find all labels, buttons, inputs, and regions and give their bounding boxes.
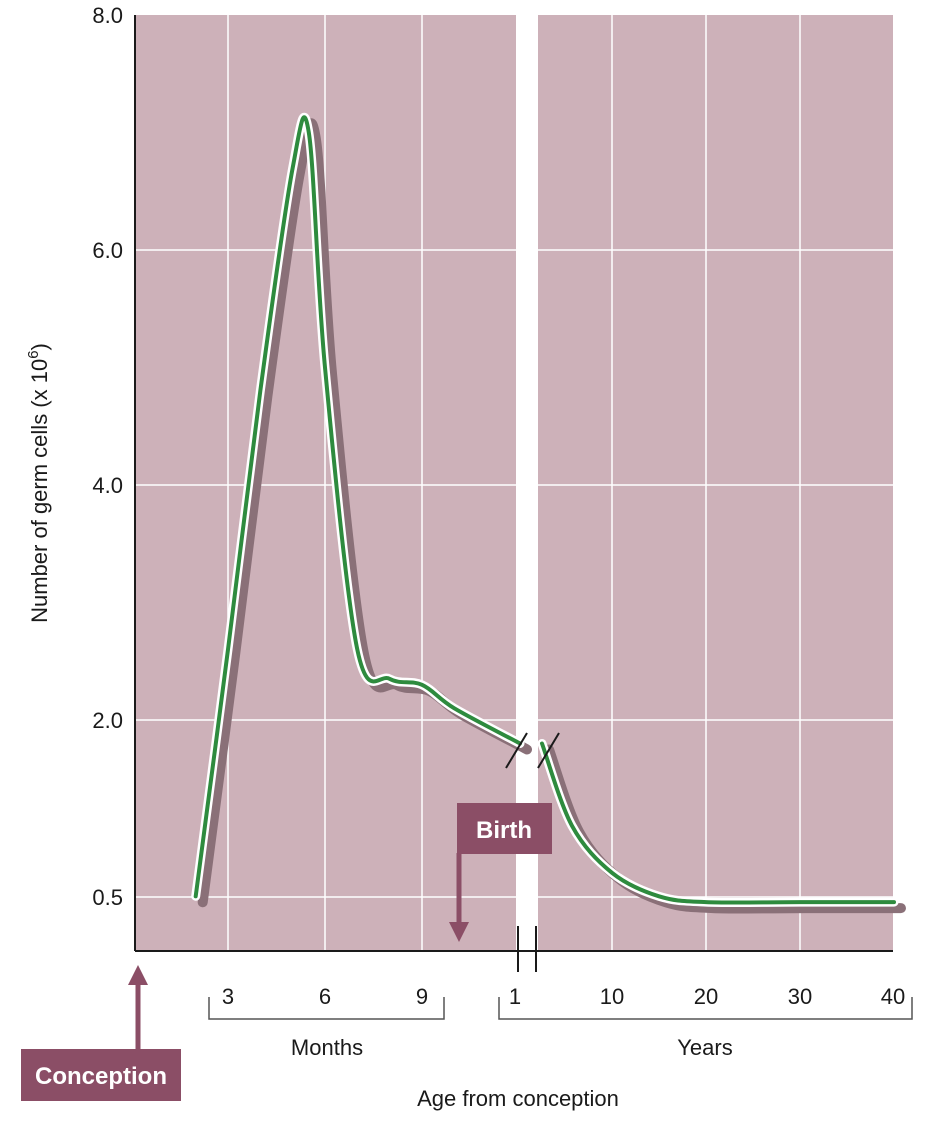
birth-annotation: Birth — [449, 803, 552, 942]
x-tick-label-1y: 1 — [509, 984, 521, 1009]
line-break-slash-left — [505, 732, 528, 769]
x-tick-label-9m: 9 — [416, 984, 428, 1009]
series-line-shadow-months — [197, 118, 532, 908]
series-line-months — [193, 115, 522, 899]
x-tick-label-20y: 20 — [694, 984, 718, 1009]
y-tick-label-4: 4.0 — [92, 473, 123, 498]
y-tick-label-2: 2.0 — [92, 708, 123, 733]
birth-label: Birth — [476, 817, 532, 844]
y-tick-label-05: 0.5 — [92, 885, 123, 910]
years-group-label: Years — [677, 1035, 732, 1060]
birth-label-box — [457, 803, 552, 854]
y-axis-title-main: Number of germ cells (x 10 — [27, 359, 52, 623]
y-tick-label-6: 6.0 — [92, 238, 123, 263]
months-group-label: Months — [291, 1035, 363, 1060]
x-tick-label-6m: 6 — [319, 984, 331, 1009]
vertical-gridlines — [227, 15, 801, 951]
years-bracket — [498, 997, 913, 1020]
months-bracket — [208, 997, 445, 1020]
x-tick-label-10y: 10 — [600, 984, 624, 1009]
x-tick-label-30y: 30 — [788, 984, 812, 1009]
y-axis-title: Number of germ cells (x 106) — [25, 343, 52, 623]
conception-label-box — [21, 1049, 181, 1101]
x-axis-title: Age from conception — [417, 1086, 619, 1111]
conception-annotation: Conception — [21, 965, 181, 1101]
y-axis-title-close: ) — [27, 343, 52, 350]
horizontal-gridlines — [135, 249, 893, 898]
y-tick-label-8: 8.0 — [92, 3, 123, 28]
line-break-slash-right — [537, 732, 560, 769]
conception-label: Conception — [35, 1063, 167, 1090]
series-line-years — [540, 741, 896, 905]
y-axis-title-superscript: 6 — [25, 350, 42, 358]
x-tick-label-3m: 3 — [222, 984, 234, 1009]
axis-break-gap — [516, 15, 538, 951]
x-tick-label-40y: 40 — [881, 984, 905, 1009]
series-line-group — [191, 113, 906, 914]
